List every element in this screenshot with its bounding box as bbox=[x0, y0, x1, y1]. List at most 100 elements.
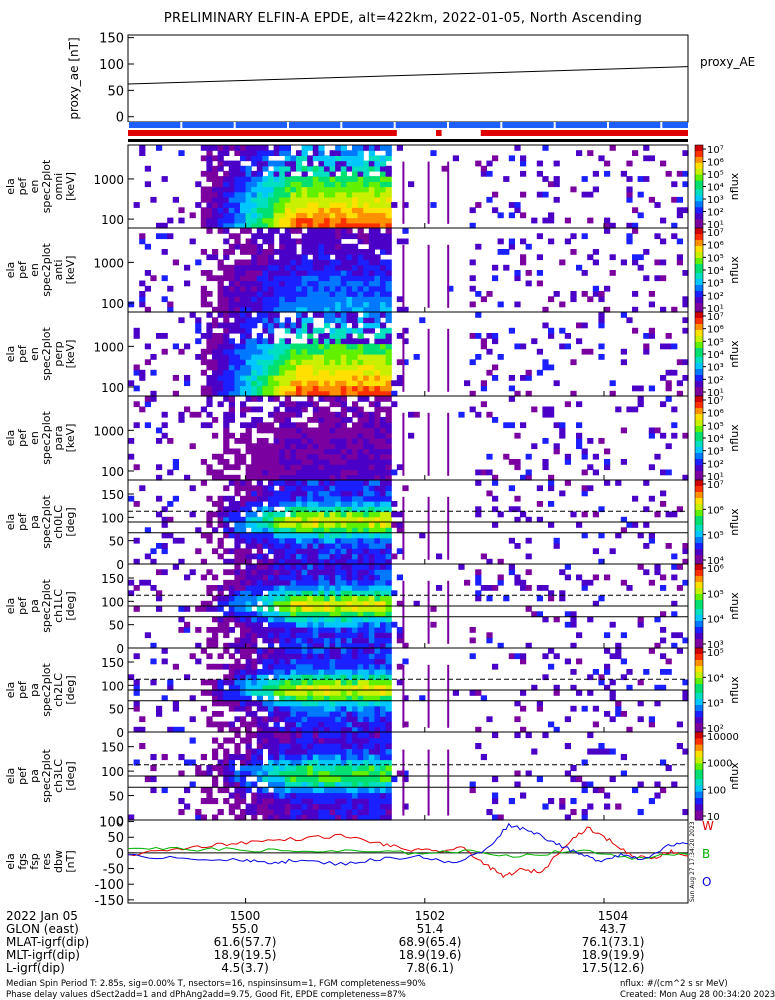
heatmap-cell bbox=[290, 176, 297, 182]
heatmap-cell bbox=[329, 212, 336, 219]
heatmap-cell bbox=[312, 490, 319, 497]
heatmap-cell bbox=[251, 748, 258, 755]
heatmap-cell bbox=[368, 390, 375, 397]
heatmap-cell bbox=[637, 264, 644, 271]
colorbar-unit-label: nflux bbox=[728, 508, 741, 536]
heatmap-cell bbox=[486, 585, 493, 591]
heatmap-cell bbox=[329, 792, 336, 799]
heatmap-cell bbox=[262, 186, 269, 193]
heatmap-spike bbox=[427, 328, 430, 392]
heatmap-cell bbox=[223, 317, 230, 324]
heatmap-cell bbox=[346, 474, 353, 481]
heatmap-cell bbox=[396, 522, 403, 528]
heatmap-cell bbox=[228, 464, 235, 471]
heatmap-cell bbox=[380, 658, 387, 665]
heatmap-cell bbox=[240, 207, 247, 214]
heatmap-cell bbox=[256, 354, 263, 360]
heatmap-cell bbox=[251, 721, 258, 728]
heatmap-cell bbox=[296, 207, 303, 214]
heatmap-cell bbox=[251, 176, 258, 182]
heatmap-cell bbox=[262, 700, 269, 707]
colorbar-unit-label: nflux bbox=[728, 424, 741, 452]
heatmap-cell bbox=[279, 417, 286, 423]
heatmap-cell bbox=[262, 453, 269, 460]
y-axis-label-line: spec2plot bbox=[40, 159, 53, 213]
heatmap-cell bbox=[251, 207, 258, 214]
heatmap-cell bbox=[217, 522, 224, 528]
heatmap-cell bbox=[256, 338, 263, 345]
heatmap-cell bbox=[312, 632, 319, 639]
heatmap-cell bbox=[525, 375, 532, 381]
heatmap-cell bbox=[368, 690, 375, 696]
heatmap-cell bbox=[318, 690, 325, 696]
heatmap-cell bbox=[385, 390, 392, 397]
heatmap-cell bbox=[671, 181, 678, 188]
heatmap-cell bbox=[307, 743, 314, 750]
heatmap-cell bbox=[542, 217, 549, 224]
heatmap-cell bbox=[296, 711, 303, 717]
heatmap-cell bbox=[296, 590, 303, 597]
heatmap-cell bbox=[660, 585, 667, 591]
heatmap-cell bbox=[240, 798, 247, 805]
heatmap-cell bbox=[352, 322, 359, 329]
heatmap-cell bbox=[318, 485, 325, 492]
heatmap-cell bbox=[262, 438, 269, 444]
heatmap-cell bbox=[234, 543, 241, 549]
heatmap-cell bbox=[228, 401, 235, 408]
heatmap-cell bbox=[324, 207, 331, 214]
heatmap-cell bbox=[357, 202, 364, 208]
heatmap-cell bbox=[514, 700, 521, 707]
heatmap-cell bbox=[340, 317, 347, 324]
heatmap-cell bbox=[228, 186, 235, 193]
heatmap-cell bbox=[262, 721, 269, 728]
heatmap-cell bbox=[335, 427, 342, 434]
heatmap-cell bbox=[340, 196, 347, 203]
heatmap-cell bbox=[335, 787, 342, 794]
heatmap-cell bbox=[206, 600, 213, 607]
heatmap-cell bbox=[251, 485, 258, 492]
heatmap-cell bbox=[514, 579, 521, 586]
heatmap-spike bbox=[427, 244, 430, 308]
heatmap-cell bbox=[368, 202, 375, 208]
heatmap-cell bbox=[296, 653, 303, 660]
heatmap-cell bbox=[301, 264, 308, 271]
heatmap-cell bbox=[251, 621, 258, 628]
heatmap-cell bbox=[385, 695, 392, 702]
heatmap-cell bbox=[346, 176, 353, 182]
heatmap-cell bbox=[217, 155, 224, 162]
heatmap-cell bbox=[234, 792, 241, 799]
heatmap-cell bbox=[284, 501, 291, 507]
heatmap-cell bbox=[598, 674, 605, 681]
heatmap-cell bbox=[492, 264, 499, 271]
heatmap-cell bbox=[363, 249, 370, 255]
heatmap-cell bbox=[240, 291, 247, 297]
heatmap-cell bbox=[374, 296, 381, 303]
heatmap-cell bbox=[312, 217, 319, 224]
heatmap-cell bbox=[682, 548, 689, 555]
heatmap-cell bbox=[240, 249, 247, 255]
heatmap-cell bbox=[296, 748, 303, 755]
heatmap-cell bbox=[329, 385, 336, 392]
heatmap-cell bbox=[228, 579, 235, 586]
heatmap-cell bbox=[307, 196, 314, 203]
heatmap-cell bbox=[363, 453, 370, 460]
heatmap-cell bbox=[301, 301, 308, 308]
heatmap-cell bbox=[352, 595, 359, 602]
colorbar-swatch bbox=[695, 231, 703, 235]
heatmap-cell bbox=[368, 711, 375, 717]
heatmap-cell bbox=[357, 285, 364, 292]
heatmap-cell bbox=[352, 317, 359, 324]
colorbar-swatch bbox=[695, 594, 703, 598]
heatmap-cell bbox=[268, 600, 275, 607]
heatmap-cell bbox=[296, 537, 303, 544]
heatmap-cell bbox=[312, 469, 319, 476]
heatmap-cell bbox=[262, 191, 269, 198]
heatmap-cell bbox=[318, 495, 325, 502]
heatmap-cell bbox=[217, 616, 224, 623]
heatmap-cell bbox=[385, 564, 392, 570]
heatmap-cell bbox=[284, 621, 291, 628]
heatmap-cell bbox=[312, 606, 319, 612]
heatmap-cell bbox=[284, 726, 291, 733]
colorbar-swatch bbox=[695, 165, 703, 170]
heatmap-cell bbox=[520, 422, 527, 429]
